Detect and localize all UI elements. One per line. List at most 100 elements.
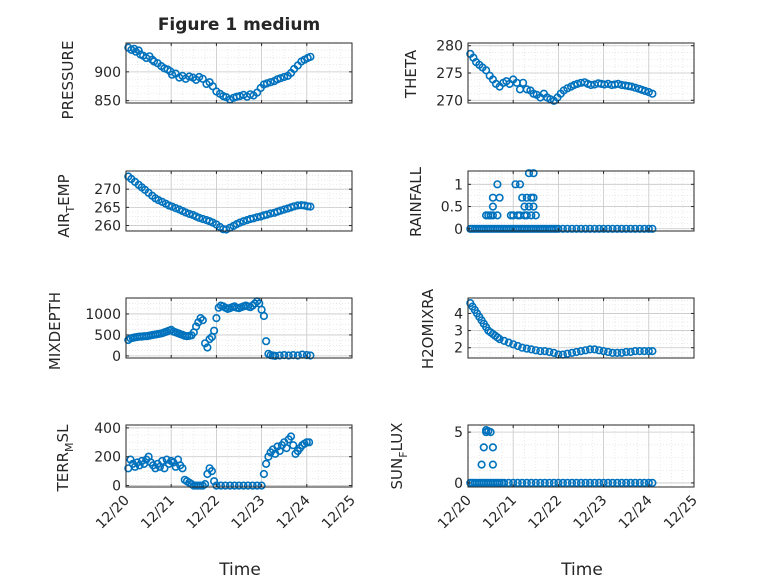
data-point: [554, 224, 563, 233]
data-point: [531, 211, 540, 220]
axes-box: [467, 170, 695, 232]
series-mixdepth: [124, 297, 315, 361]
data-point: [262, 337, 271, 346]
data-point: [648, 89, 657, 98]
subplot-grid: 85090027027528026026527000.5105001000234…: [85, 39, 700, 533]
series-pressure: [124, 43, 315, 104]
data-point: [198, 316, 207, 325]
data-point: [529, 202, 538, 211]
data-point: [586, 80, 596, 90]
data-point: [203, 343, 212, 352]
data-point: [493, 211, 502, 220]
data-point: [234, 481, 244, 490]
data-point: [522, 211, 531, 220]
data-point: [563, 224, 572, 233]
data-point: [230, 481, 239, 490]
y-tick-label: 0: [454, 222, 463, 238]
x-tick-label: 12/25: [661, 493, 701, 533]
data-point: [253, 481, 262, 490]
data-point: [284, 351, 293, 360]
data-point: [573, 79, 582, 88]
data-point: [603, 478, 613, 488]
ylabel-mixdepth: MIXDEPTH: [46, 292, 64, 370]
data-point: [617, 478, 626, 488]
data-point: [500, 336, 509, 346]
data-point: [549, 348, 559, 358]
series-terr_msl: [124, 432, 314, 490]
data-point: [239, 481, 248, 490]
axes-box: [467, 424, 695, 488]
data-point: [289, 441, 298, 450]
data-point: [518, 193, 527, 202]
ylabel-air-temp-sub: T: [64, 206, 77, 214]
data-point: [479, 443, 488, 452]
ylabel-terr-msl: TERRMSL: [54, 424, 76, 493]
data-point: [305, 438, 314, 447]
axes-box: [467, 297, 695, 359]
data-point: [527, 478, 536, 488]
y-tick-label: 5: [454, 425, 463, 441]
data-point: [271, 351, 280, 361]
ylabel-air-temp: AIRTEMP: [55, 174, 77, 237]
data-point: [518, 78, 528, 87]
data-point: [168, 70, 177, 79]
data-point: [196, 314, 205, 323]
ylabel-sun-main: SUN: [388, 458, 406, 490]
data-point: [594, 346, 604, 355]
series-rainfall: [466, 169, 657, 233]
data-point: [641, 86, 650, 96]
data-point: [276, 74, 285, 83]
data-point: [549, 478, 559, 488]
data-point: [648, 347, 657, 356]
data-point: [590, 224, 599, 233]
y-tick-label: 270: [94, 182, 121, 198]
data-point: [262, 79, 272, 88]
data-point: [531, 346, 540, 355]
ylabel-pressure: PRESSURE: [59, 41, 77, 120]
data-point: [594, 478, 604, 488]
data-point: [243, 481, 253, 490]
data-point: [500, 478, 509, 488]
data-point: [266, 78, 275, 87]
data-point: [635, 224, 644, 233]
data-point: [536, 478, 545, 488]
data-point: [631, 83, 640, 92]
x-tick-label: 12/20: [93, 493, 133, 533]
data-point: [608, 478, 617, 488]
data-point: [280, 72, 289, 82]
data-point: [626, 224, 635, 233]
data-point: [622, 224, 631, 233]
ylabel-terr-main: TERR: [54, 452, 72, 493]
data-point: [627, 82, 636, 91]
data-point: [540, 347, 549, 356]
data-point: [493, 180, 502, 189]
data-point: [130, 462, 140, 471]
data-point: [198, 74, 207, 83]
data-point: [513, 478, 522, 488]
data-point: [626, 347, 635, 357]
data-point: [613, 348, 622, 358]
data-point: [545, 478, 554, 488]
data-point: [135, 461, 144, 470]
data-point: [212, 481, 221, 490]
y-tick-label: 260: [94, 219, 121, 235]
data-point: [585, 224, 595, 233]
data-point: [210, 326, 219, 335]
y-tick-label: 3: [454, 324, 463, 340]
y-tick-label: 265: [94, 200, 121, 216]
data-point: [545, 347, 554, 357]
data-point: [290, 202, 299, 211]
data-point: [194, 318, 203, 327]
data-point: [529, 169, 538, 178]
data-point: [221, 481, 230, 490]
axes-theta: 270 275 280: [436, 39, 695, 109]
ylabel-sun-tail: LUX: [388, 423, 406, 452]
axes-box: [125, 297, 353, 359]
data-point: [524, 202, 534, 211]
series-h2omixra: [466, 299, 657, 359]
y-tick-label: 280: [436, 39, 463, 55]
axes-box: [125, 170, 353, 232]
y-tick-label: 0: [112, 479, 121, 495]
y-tick-label: 200: [94, 450, 121, 466]
